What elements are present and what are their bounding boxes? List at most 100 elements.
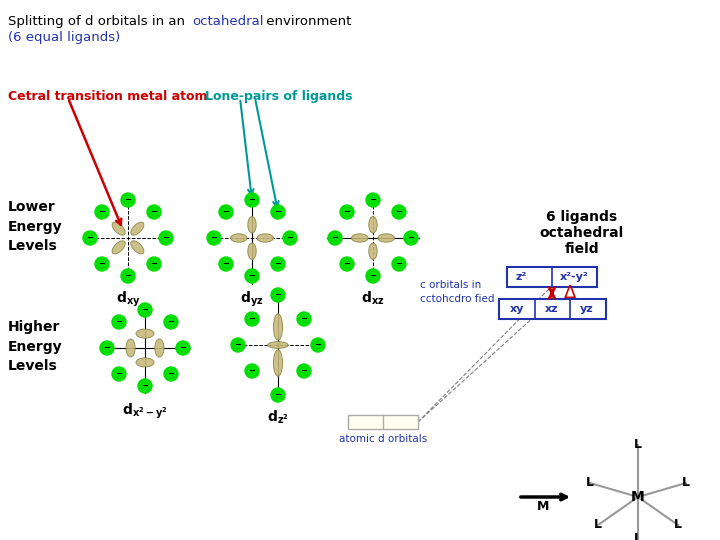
- Text: −: −: [274, 390, 282, 400]
- Text: $\mathbf{d_{xy}}$: $\mathbf{d_{xy}}$: [116, 290, 140, 309]
- Circle shape: [311, 338, 325, 352]
- Circle shape: [164, 367, 178, 381]
- Circle shape: [340, 205, 354, 219]
- Circle shape: [366, 269, 380, 283]
- Text: x²-y²: x²-y²: [559, 272, 588, 282]
- FancyBboxPatch shape: [507, 267, 597, 287]
- Text: −: −: [235, 341, 241, 349]
- Text: −: −: [369, 272, 377, 280]
- Circle shape: [404, 231, 418, 245]
- Text: L: L: [634, 438, 642, 451]
- Ellipse shape: [131, 241, 144, 254]
- Text: octahedral: octahedral: [192, 15, 264, 28]
- Text: −: −: [395, 260, 402, 268]
- Text: −: −: [274, 291, 282, 300]
- Ellipse shape: [257, 234, 274, 242]
- Circle shape: [245, 193, 259, 207]
- Text: −: −: [163, 233, 169, 242]
- Circle shape: [245, 269, 259, 283]
- Ellipse shape: [230, 234, 247, 242]
- Circle shape: [392, 257, 406, 271]
- Ellipse shape: [351, 234, 368, 242]
- Circle shape: [271, 257, 285, 271]
- Ellipse shape: [155, 339, 164, 357]
- Text: −: −: [222, 260, 230, 268]
- Circle shape: [328, 231, 342, 245]
- Ellipse shape: [136, 358, 154, 367]
- Circle shape: [138, 303, 152, 317]
- Text: environment: environment: [262, 15, 351, 28]
- Text: 6 ligands
octahedral
field: 6 ligands octahedral field: [540, 210, 624, 256]
- Text: −: −: [115, 318, 122, 327]
- Circle shape: [147, 205, 161, 219]
- Ellipse shape: [248, 243, 256, 259]
- Text: L: L: [594, 518, 602, 531]
- Text: (6 equal ligands): (6 equal ligands): [8, 31, 120, 44]
- Circle shape: [147, 257, 161, 271]
- Text: −: −: [287, 233, 294, 242]
- Text: $\mathbf{d_{xz}}$: $\mathbf{d_{xz}}$: [361, 290, 384, 307]
- Text: Lower
Energy
Levels: Lower Energy Levels: [8, 200, 63, 253]
- Text: M: M: [631, 490, 645, 504]
- Ellipse shape: [268, 342, 288, 348]
- Text: −: −: [125, 272, 132, 280]
- Circle shape: [297, 364, 311, 378]
- Text: −: −: [248, 195, 256, 205]
- Ellipse shape: [136, 329, 154, 338]
- Text: xy: xy: [510, 304, 524, 314]
- Text: −: −: [142, 381, 148, 390]
- Text: L: L: [674, 518, 682, 531]
- Circle shape: [83, 231, 97, 245]
- Text: −: −: [300, 367, 307, 375]
- Circle shape: [112, 367, 126, 381]
- Circle shape: [245, 312, 259, 326]
- Circle shape: [271, 288, 285, 302]
- Text: −: −: [274, 207, 282, 217]
- Circle shape: [164, 315, 178, 329]
- Circle shape: [112, 315, 126, 329]
- Circle shape: [297, 312, 311, 326]
- Text: $\mathbf{d_{yz}}$: $\mathbf{d_{yz}}$: [240, 290, 264, 309]
- Text: −: −: [248, 314, 256, 323]
- Text: −: −: [300, 314, 307, 323]
- Text: −: −: [168, 369, 174, 379]
- Ellipse shape: [274, 314, 282, 340]
- Text: −: −: [315, 341, 322, 349]
- Text: −: −: [248, 272, 256, 280]
- Circle shape: [366, 193, 380, 207]
- Text: M: M: [537, 500, 549, 513]
- Text: −: −: [210, 233, 217, 242]
- Text: −: −: [395, 207, 402, 217]
- Ellipse shape: [112, 241, 125, 254]
- Text: $\mathbf{d_{z^2}}$: $\mathbf{d_{z^2}}$: [267, 409, 289, 427]
- Text: −: −: [150, 207, 158, 217]
- Ellipse shape: [131, 222, 144, 235]
- Circle shape: [138, 379, 152, 393]
- Text: −: −: [343, 260, 351, 268]
- Text: −: −: [222, 207, 230, 217]
- Ellipse shape: [112, 222, 125, 235]
- Circle shape: [392, 205, 406, 219]
- Ellipse shape: [378, 234, 395, 242]
- Text: −: −: [104, 343, 110, 353]
- Text: −: −: [274, 260, 282, 268]
- Circle shape: [100, 341, 114, 355]
- Circle shape: [95, 257, 109, 271]
- Text: −: −: [179, 343, 186, 353]
- Text: L: L: [682, 476, 690, 489]
- Ellipse shape: [369, 217, 377, 233]
- Circle shape: [207, 231, 221, 245]
- Text: −: −: [168, 318, 174, 327]
- Circle shape: [121, 193, 135, 207]
- Circle shape: [219, 205, 233, 219]
- Text: −: −: [86, 233, 94, 242]
- Circle shape: [219, 257, 233, 271]
- Text: L: L: [586, 476, 594, 489]
- Ellipse shape: [126, 339, 135, 357]
- Text: −: −: [331, 233, 338, 242]
- Text: Higher
Energy
Levels: Higher Energy Levels: [8, 320, 63, 373]
- Text: Splitting of d orbitals in an: Splitting of d orbitals in an: [8, 15, 189, 28]
- Text: L: L: [634, 532, 642, 540]
- Circle shape: [245, 364, 259, 378]
- Circle shape: [95, 205, 109, 219]
